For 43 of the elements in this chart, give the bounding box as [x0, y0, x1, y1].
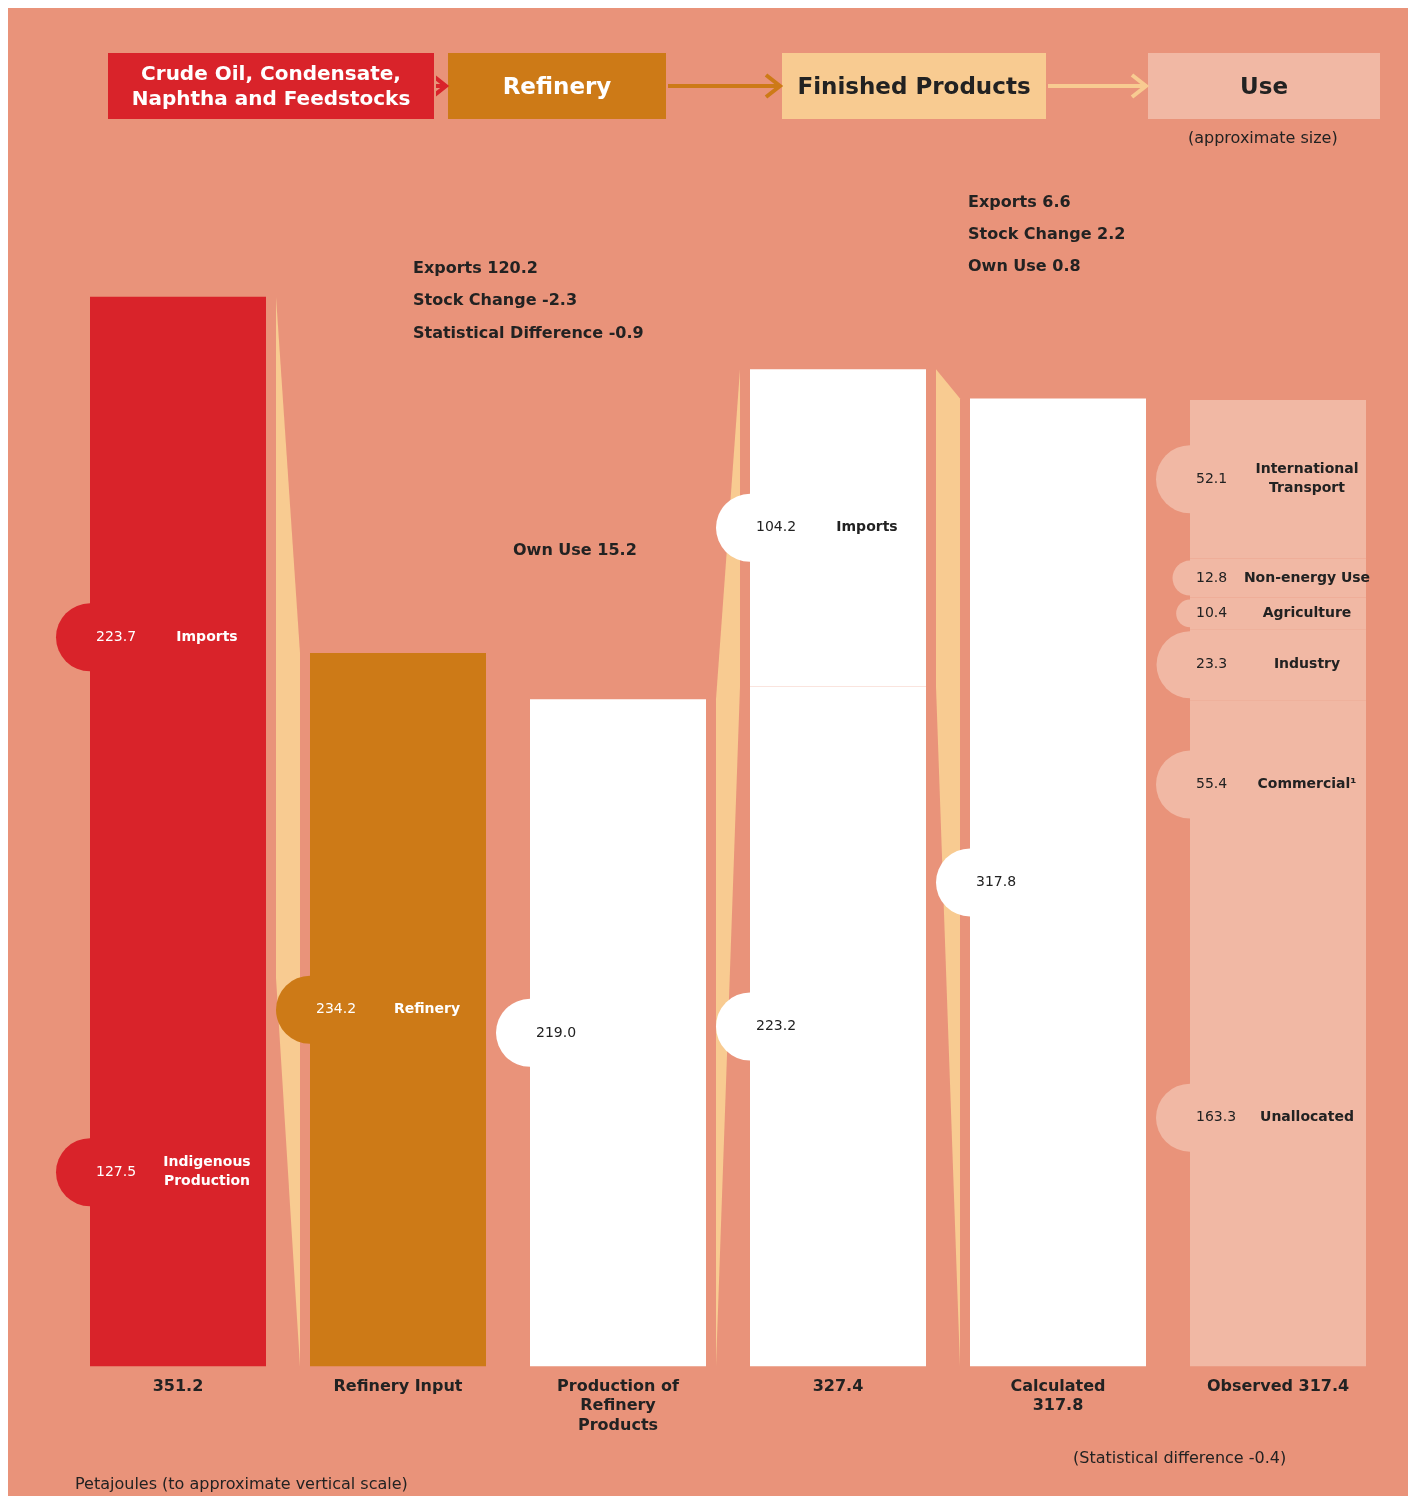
- text: (approximate size): [1188, 128, 1338, 147]
- data-label: 55.4: [1196, 775, 1228, 792]
- data-label: 23.3: [1196, 655, 1228, 672]
- series-label: Industry: [1273, 655, 1341, 672]
- text: Crude Oil, Condensate, Naphtha and Feedstocks: [108, 53, 434, 119]
- annotation: Statistical Difference -0.9: [413, 323, 644, 342]
- data-label: 163.3: [1196, 1108, 1237, 1125]
- data-label: 12.8: [1196, 568, 1228, 585]
- series-label: Imports: [176, 627, 238, 644]
- x-tick-label: Calculated 317.8: [1010, 1376, 1106, 1415]
- series-label: Commercial¹: [1257, 775, 1357, 792]
- x-tick-label: 327.4: [812, 1376, 864, 1396]
- data-label: 52.1: [1196, 469, 1228, 486]
- text: Use: [1148, 53, 1380, 119]
- data-label: 219.0: [536, 1023, 577, 1040]
- x-tick-label: Refinery Input: [333, 1376, 463, 1396]
- text: Stock Change 2.2: [968, 224, 1126, 243]
- x-tick-label: 351.2: [152, 1376, 204, 1396]
- data-label: 234.2: [316, 1000, 357, 1017]
- data-label: 223.2: [756, 1017, 797, 1034]
- data-label: 317.8: [976, 873, 1017, 890]
- data-label: 104.2: [756, 518, 797, 535]
- text: (Statistical difference -0.4): [1073, 1448, 1287, 1467]
- series-label: Non-energy Use: [1243, 568, 1371, 585]
- text: Refinery: [448, 53, 666, 119]
- text: Exports 120.2: [413, 258, 538, 277]
- text: Own Use 0.8: [968, 256, 1081, 275]
- series-label: Refinery: [393, 1000, 461, 1017]
- series-label: Agriculture: [1262, 604, 1352, 621]
- series-label: International Transport: [1255, 460, 1359, 496]
- series-label: Indigenous Production: [163, 1153, 251, 1189]
- annotation: Stock Change -2.3: [413, 290, 578, 309]
- text: Petajoules (to approximate vertical scale): [75, 1474, 408, 1493]
- text: Exports 6.6: [968, 192, 1071, 211]
- data-label: 10.4: [1196, 604, 1228, 621]
- series-label: Imports: [836, 518, 898, 535]
- series-label: Unallocated: [1260, 1108, 1354, 1125]
- text: Finished Products: [782, 53, 1046, 119]
- x-tick-label: Production of Refinery Products: [557, 1376, 681, 1434]
- annotation: Own Use 15.2: [513, 540, 637, 559]
- data-label: 127.5: [96, 1162, 137, 1179]
- x-tick-label: Observed 317.4: [1206, 1376, 1350, 1396]
- data-label: 223.7: [96, 627, 137, 644]
